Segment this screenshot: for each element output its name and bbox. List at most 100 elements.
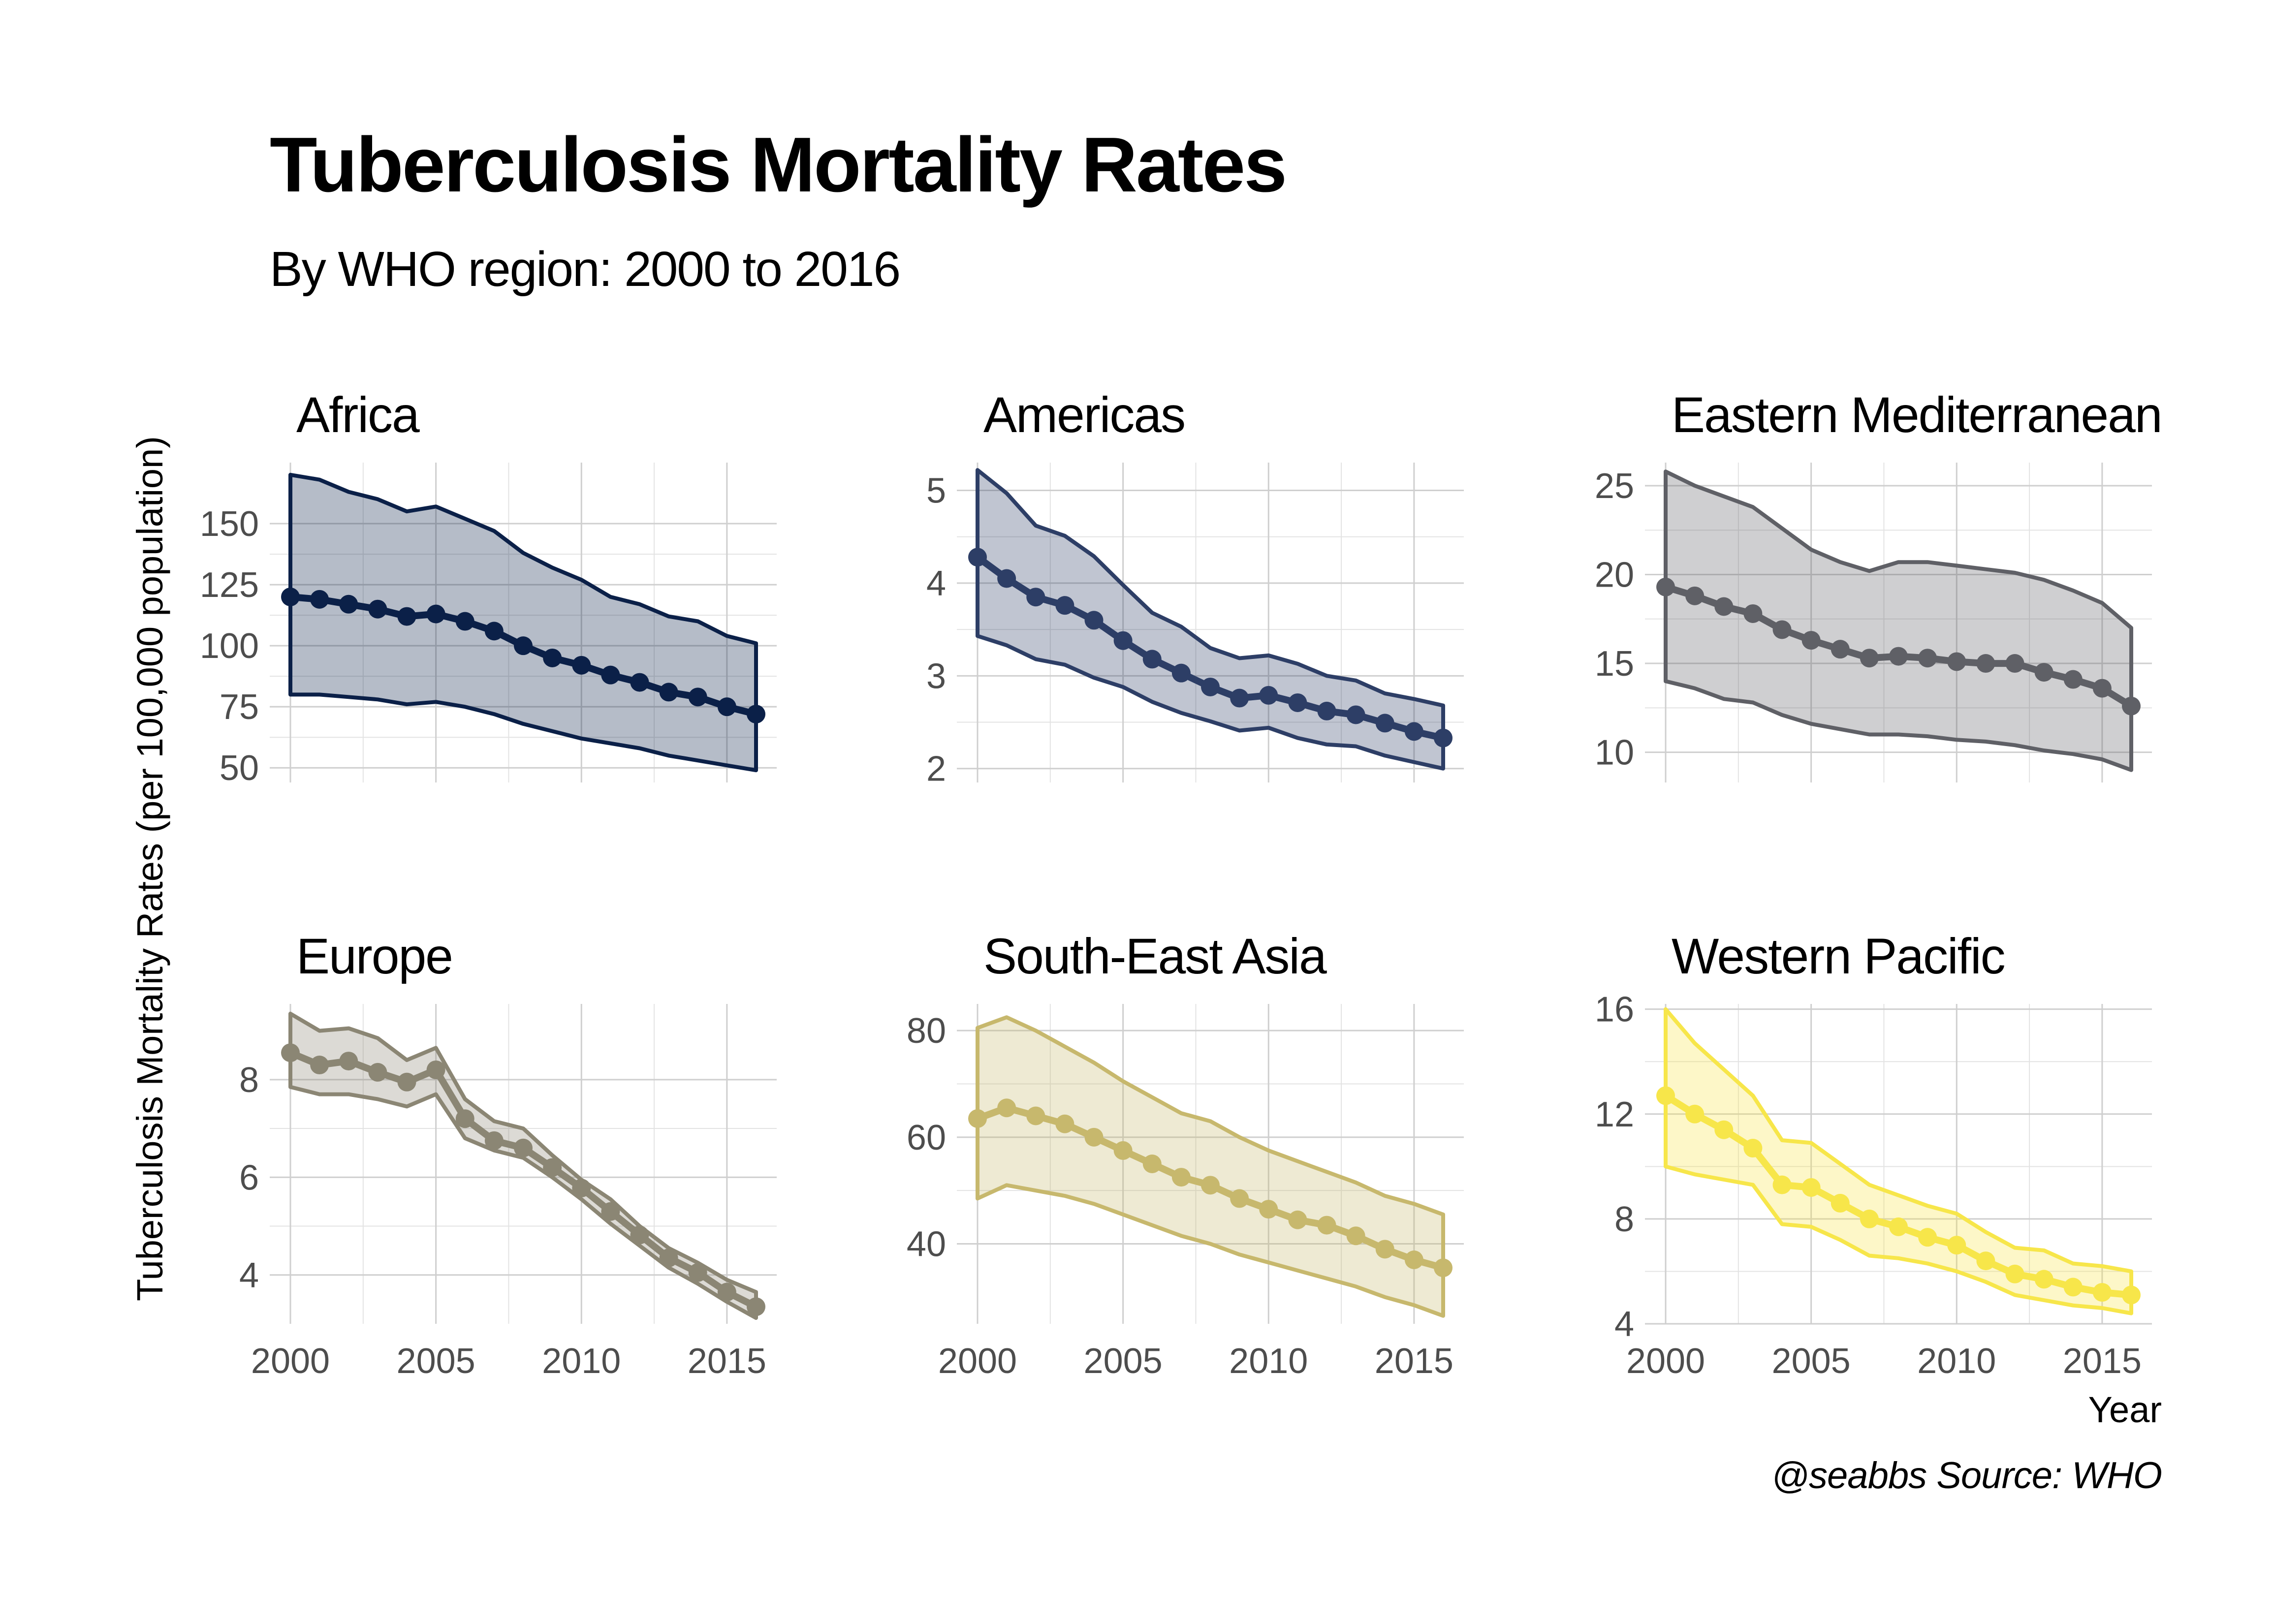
data-point bbox=[1026, 588, 1045, 607]
y-tick-label: 8 bbox=[239, 1061, 259, 1100]
y-tick-label: 4 bbox=[1614, 1305, 1634, 1344]
page-subtitle: By WHO region: 2000 to 2016 bbox=[270, 242, 901, 297]
data-point bbox=[1860, 649, 1879, 668]
data-point bbox=[1801, 631, 1821, 650]
data-point bbox=[688, 1263, 707, 1282]
facet-title: Americas bbox=[983, 387, 1185, 443]
y-tick-label: 8 bbox=[1614, 1200, 1634, 1239]
y-tick-label: 16 bbox=[1595, 990, 1634, 1030]
data-point bbox=[1259, 686, 1278, 705]
data-point bbox=[1375, 714, 1394, 733]
facet-title: South-East Asia bbox=[983, 928, 1327, 984]
x-tick-label: 2010 bbox=[1229, 1342, 1308, 1381]
y-tick-label: 40 bbox=[907, 1225, 946, 1264]
y-tick-label: 4 bbox=[239, 1256, 259, 1295]
data-point bbox=[1346, 1226, 1365, 1246]
data-point bbox=[1685, 1104, 1705, 1124]
facet-panels: 50 75 100 125 150 Africa 2 3 4 5 Americas 10 15 20 25 E… bbox=[200, 387, 2163, 1381]
data-point bbox=[368, 1062, 387, 1082]
y-tick-label: 4 bbox=[926, 564, 946, 603]
y-tick-label: 20 bbox=[1595, 556, 1634, 595]
data-point bbox=[310, 590, 329, 609]
facet-title: Western Pacific bbox=[1672, 928, 2005, 984]
data-point bbox=[514, 1138, 533, 1157]
data-point bbox=[310, 1056, 329, 1075]
facet-south-east-asia: 2000 2005 2010 2015 40 60 80 South-East Asia bbox=[907, 928, 1464, 1381]
data-point bbox=[688, 687, 707, 707]
data-point bbox=[397, 607, 416, 626]
data-point bbox=[543, 1158, 562, 1177]
data-point bbox=[1230, 1189, 1249, 1208]
data-point bbox=[630, 673, 649, 692]
data-point bbox=[1714, 1120, 1734, 1139]
data-point bbox=[1171, 1168, 1191, 1187]
data-point bbox=[484, 1131, 504, 1150]
x-tick-label: 2005 bbox=[1084, 1342, 1163, 1381]
data-point bbox=[1976, 654, 1995, 673]
data-point bbox=[2063, 670, 2083, 689]
data-point bbox=[455, 612, 474, 631]
data-point bbox=[659, 683, 678, 702]
y-tick-label: 3 bbox=[926, 656, 946, 696]
data-point bbox=[281, 587, 300, 606]
y-tick-label: 60 bbox=[907, 1118, 946, 1157]
data-point bbox=[2063, 1278, 2083, 1297]
data-point bbox=[2122, 696, 2141, 716]
x-tick-label: 2000 bbox=[251, 1342, 330, 1381]
data-point bbox=[1772, 620, 1792, 639]
uncertainty-band bbox=[288, 472, 758, 773]
data-point bbox=[1404, 722, 1423, 741]
data-point bbox=[514, 636, 533, 656]
data-point bbox=[1171, 663, 1191, 683]
uncertainty-band bbox=[1664, 1007, 2133, 1315]
data-point bbox=[717, 1282, 736, 1302]
data-point bbox=[1084, 1127, 1104, 1147]
data-point bbox=[1113, 1141, 1133, 1160]
data-point bbox=[1201, 677, 1220, 696]
uncertainty-band bbox=[1664, 469, 2133, 772]
data-point bbox=[1113, 631, 1133, 650]
data-point bbox=[1831, 1193, 1850, 1213]
data-point bbox=[601, 665, 620, 685]
data-point bbox=[2034, 1270, 2053, 1289]
page-title: Tuberculosis Mortality Rates bbox=[270, 122, 1287, 208]
data-point bbox=[1317, 701, 1336, 720]
data-point bbox=[1230, 688, 1249, 708]
data-point bbox=[1947, 1236, 1966, 1255]
data-point bbox=[1801, 1178, 1821, 1197]
data-point bbox=[1434, 1258, 1453, 1278]
y-tick-label: 100 bbox=[200, 626, 259, 666]
facet-africa: 50 75 100 125 150 Africa bbox=[200, 387, 777, 788]
data-point bbox=[2005, 654, 2024, 673]
data-point bbox=[968, 548, 987, 567]
data-point bbox=[1743, 604, 1763, 623]
y-tick-label: 5 bbox=[926, 471, 946, 511]
x-tick-label: 2010 bbox=[1917, 1342, 1996, 1381]
data-point bbox=[1142, 1155, 1162, 1173]
data-point bbox=[339, 594, 358, 614]
data-point bbox=[747, 1297, 765, 1316]
y-tick-label: 10 bbox=[1595, 733, 1634, 773]
data-point bbox=[455, 1109, 474, 1128]
data-point bbox=[1889, 1217, 1908, 1236]
data-point bbox=[2122, 1285, 2141, 1305]
data-point bbox=[1860, 1209, 1879, 1228]
facet-eastern-mediterranean: 10 15 20 25 Eastern Mediterranean bbox=[1595, 387, 2163, 782]
facet-europe: 2000 2005 2010 2015 4 6 8 Europe bbox=[239, 928, 777, 1381]
data-point bbox=[1889, 647, 1908, 666]
data-point bbox=[1947, 652, 1966, 671]
y-tick-label: 125 bbox=[200, 565, 259, 605]
data-point bbox=[1918, 649, 1937, 668]
data-point bbox=[397, 1072, 416, 1092]
data-point bbox=[1346, 705, 1365, 724]
x-tick-label: 2015 bbox=[2063, 1342, 2142, 1381]
data-point bbox=[1201, 1176, 1220, 1195]
data-point bbox=[1142, 650, 1162, 669]
data-point bbox=[747, 705, 765, 724]
data-point bbox=[1026, 1106, 1045, 1125]
data-point bbox=[1404, 1250, 1423, 1269]
data-point bbox=[997, 569, 1016, 588]
data-point bbox=[281, 1043, 300, 1062]
data-point bbox=[2034, 663, 2053, 682]
x-tick-label: 2000 bbox=[1626, 1342, 1705, 1381]
